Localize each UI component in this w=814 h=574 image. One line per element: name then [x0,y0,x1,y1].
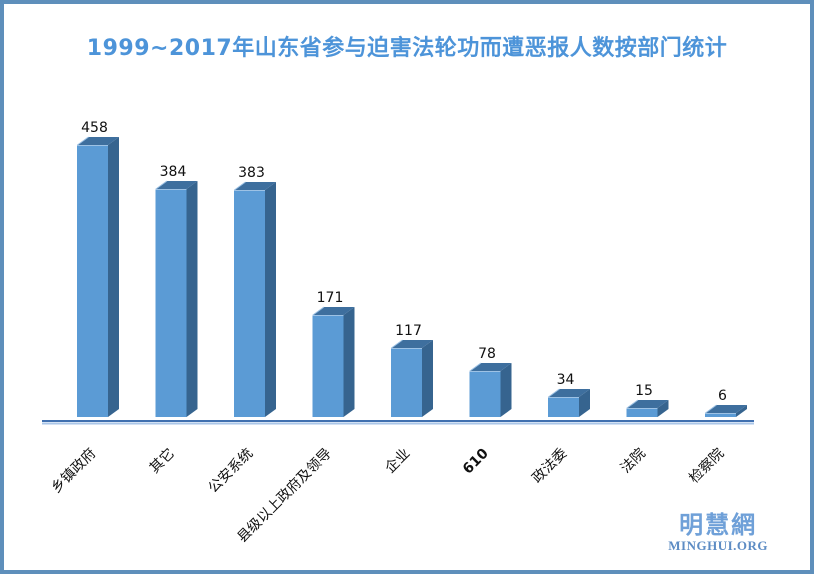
bar-front-face [77,145,108,417]
category-label: 企业 [382,445,414,477]
bar-value-label: 78 [478,346,496,362]
bar-left-edge-highlight [77,136,89,146]
minghui-watermark: 明慧網 MINGHUI.ORG [668,511,768,554]
bar-front-face [469,371,501,417]
bar-side-face [579,389,590,417]
bar-group: 383 公安系统 [205,165,276,496]
bar-top-face [469,363,512,371]
bar-value-label: 384 [160,164,187,180]
bar-value-label: 15 [635,383,653,399]
bar-side-face [343,307,355,417]
bar-top-face [312,307,355,315]
bar-value-label: 117 [395,323,422,339]
bar-top-face [705,405,747,413]
bar-value-label: 6 [718,388,727,404]
bar-group: 15 法院 [618,383,669,477]
bar-left-edge-highlight [391,339,403,349]
category-label: 政法委 [529,446,570,487]
category-label: 其它 [146,445,178,477]
bar-group: 6 检察院 [686,388,747,487]
chart-title: 1999~2017年山东省参与迫害法轮功而遭恶报人数按部门统计 [86,36,728,61]
bar-value-label: 458 [81,120,108,136]
bar-top-face [234,182,276,190]
bar-value-label: 171 [317,290,344,306]
bar-top-face [548,389,590,397]
bar-front-face [312,315,344,417]
bar-front-face [234,190,265,417]
bar-left-edge-highlight [155,180,168,190]
bar-left-edge-highlight [548,388,560,398]
category-label: 乡镇政府 [48,446,99,497]
bar-left-edge-highlight [234,181,246,191]
bar-front-face [155,189,187,417]
bar-value-label: 383 [238,165,265,181]
bar-group: 117 企业 [382,323,433,477]
bar-group: 34 政法委 [529,372,590,487]
bar-side-face [422,340,433,417]
bar-left-edge-highlight [626,399,639,409]
bar-side-face [736,405,747,417]
bar-front-face [548,397,579,417]
bar-top-face [155,181,198,189]
bar-side-face [265,182,276,417]
bar-group: 78 610 [460,346,512,478]
category-label: 检察院 [686,445,728,487]
minghui-logo-chinese: 明慧網 [679,511,758,539]
bar-value-label: 34 [557,372,575,388]
bar-top-face [77,137,119,145]
bar-front-face [391,348,422,417]
category-label: 610 [460,445,492,477]
minghui-logo-url: MINGHUI.ORG [668,538,768,554]
bar-left-edge-highlight [312,306,325,316]
category-label: 法院 [618,446,649,477]
bar-side-face [500,363,512,417]
bar-left-edge-highlight [705,404,717,414]
x-axis-line [42,420,754,422]
bar-front-face [705,413,736,417]
bar-left-edge-highlight [469,362,482,372]
bar-group: 384 其它 [146,164,198,477]
category-label: 公安系统 [205,446,256,497]
bar-top-face [626,400,669,408]
x-axis-line-shadow [42,422,754,425]
bar-side-face [186,181,198,417]
bar-side-face [657,400,669,417]
bar-side-face [108,137,119,417]
bar-top-face [391,340,433,348]
bar-chart-plot: 458乡镇政府384其它383公安系统171县级以上政府及领导117企业7861… [42,120,754,546]
bar-group: 458 乡镇政府 [48,120,119,496]
bar-front-face [626,408,658,417]
